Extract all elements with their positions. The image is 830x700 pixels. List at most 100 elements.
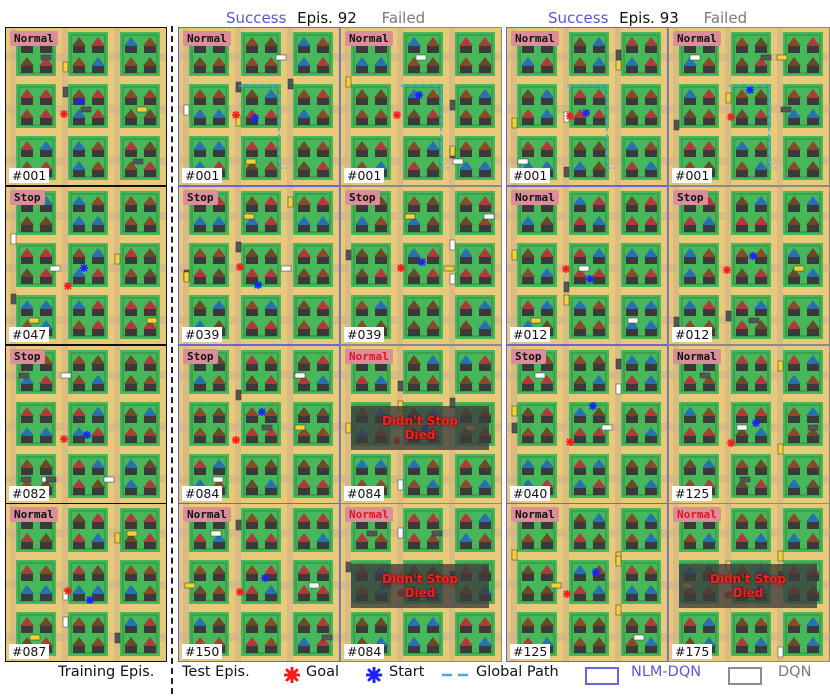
episode-tile: Normal #001 <box>669 28 829 185</box>
legend-dqn: DQN <box>778 664 812 680</box>
goal-icon <box>284 667 300 683</box>
episode-tile: Normal #084 Didn't Stop Died <box>341 504 501 661</box>
city-map <box>507 504 667 661</box>
mode-label: Normal <box>511 31 559 46</box>
episode-number: #084 <box>344 486 385 501</box>
mode-label: Normal <box>183 507 231 522</box>
tile-frame <box>340 345 502 504</box>
episode-tile: Stop #040 <box>507 346 667 503</box>
failure-overlay <box>679 564 817 608</box>
episode-tile: Normal #084 Didn't Stop Died <box>341 346 501 503</box>
tile-frame <box>668 27 830 186</box>
episode-tile: Normal #125 <box>507 504 667 661</box>
tile-frame <box>506 345 668 504</box>
tile-frame <box>5 27 167 186</box>
separator-line <box>171 26 173 694</box>
episode-tile: Normal #125 <box>669 346 829 503</box>
mode-label: Stop <box>345 190 380 205</box>
mode-label: Normal <box>345 507 393 522</box>
legend-nlm-dqn: NLM-DQN <box>631 664 702 680</box>
episode-number: #039 <box>182 327 223 342</box>
city-map <box>6 346 166 503</box>
city-map <box>669 187 829 344</box>
episode-tile: Stop #084 <box>179 346 339 503</box>
failure-overlay <box>351 564 489 608</box>
legend-training: Training Epis. <box>58 664 155 680</box>
episode-number: #125 <box>672 486 713 501</box>
episode-tile: Normal #001 <box>6 28 166 185</box>
city-map <box>341 187 501 344</box>
tile-frame <box>5 186 167 345</box>
episode-tile: Normal #087 <box>6 504 166 661</box>
success-label: Success <box>548 9 609 27</box>
episode-tile: Normal #150 <box>179 504 339 661</box>
failure-overlay <box>351 406 489 450</box>
mode-label: Stop <box>10 349 45 364</box>
tile-frame <box>340 186 502 345</box>
failure-line-2: Died <box>404 586 436 600</box>
legend-goal: Goal <box>306 664 340 680</box>
tile-frame <box>5 503 167 662</box>
city-map <box>669 346 829 503</box>
tile-frame <box>506 503 668 662</box>
episode-number: #125 <box>510 644 551 659</box>
episode-number: #001 <box>344 168 385 183</box>
episode-tile: Stop #039 <box>179 187 339 344</box>
failed-label: Failed <box>703 9 748 27</box>
mode-label: Stop <box>511 349 546 364</box>
episode-tile: Normal #001 <box>507 28 667 185</box>
episode-tile: Normal #001 <box>341 28 501 185</box>
episode-number: #175 <box>672 644 713 659</box>
episode-number: #001 <box>9 168 50 183</box>
success-label: Success <box>226 9 287 27</box>
episode-number: #150 <box>182 644 223 659</box>
episode-number: #087 <box>9 644 50 659</box>
episode-number: #001 <box>182 168 223 183</box>
legend-path: Global Path <box>476 664 559 680</box>
episode-number: #082 <box>9 486 50 501</box>
failure-line-2: Died <box>404 428 436 442</box>
tile-frame <box>506 27 668 186</box>
tile-frame <box>178 27 340 186</box>
episode-tile: Normal #012 <box>507 187 667 344</box>
city-map <box>179 346 339 503</box>
path-icon <box>442 673 468 677</box>
episode-number: #001 <box>672 168 713 183</box>
mode-label: Stop <box>10 190 45 205</box>
city-map <box>669 28 829 185</box>
mode-label: Normal <box>345 31 393 46</box>
failure-text: Didn't Stop Died <box>351 572 489 600</box>
episode-number: #001 <box>510 168 551 183</box>
failure-line-1: Didn't Stop <box>381 414 458 428</box>
tile-frame <box>178 186 340 345</box>
episode-tile: Normal #175 Didn't Stop Died <box>669 504 829 661</box>
tile-frame <box>506 186 668 345</box>
tile-frame <box>668 186 830 345</box>
legend-start: Start <box>389 664 425 680</box>
failure-line-2: Died <box>732 586 764 600</box>
legend-test: Test Epis. <box>182 664 250 680</box>
mode-label: Stop <box>673 190 708 205</box>
episode-label: Epis. 92 <box>297 9 357 27</box>
tile-frame <box>5 345 167 504</box>
episode-number: #039 <box>344 327 385 342</box>
dqn-swatch <box>728 667 762 685</box>
episode-tile: Normal #001 <box>179 28 339 185</box>
city-map <box>179 504 339 661</box>
tile-frame <box>178 503 340 662</box>
tile-frame <box>340 27 502 186</box>
episode-tile: Stop #012 <box>669 187 829 344</box>
episode-number: #012 <box>672 327 713 342</box>
failure-text: Didn't Stop Died <box>351 414 489 442</box>
mode-label: Normal <box>673 31 721 46</box>
mode-label: Normal <box>10 31 58 46</box>
mode-label: Stop <box>183 349 218 364</box>
start-icon <box>366 667 382 683</box>
episode-tile: Stop #047 <box>6 187 166 344</box>
mode-label: Normal <box>673 507 721 522</box>
tile-frame <box>668 503 830 662</box>
mode-label: Normal <box>183 31 231 46</box>
header-group-2: Success Epis. 93 Failed <box>548 9 747 27</box>
mode-label: Stop <box>183 190 218 205</box>
failure-line-1: Didn't Stop <box>381 572 458 586</box>
